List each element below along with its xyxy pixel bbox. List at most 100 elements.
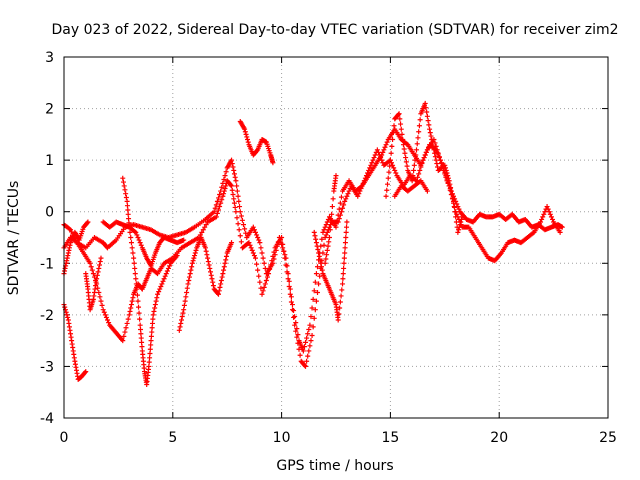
data-point xyxy=(230,164,236,170)
data-point xyxy=(251,253,257,259)
data-point xyxy=(220,193,226,199)
data-point xyxy=(341,265,347,271)
data-point xyxy=(210,283,216,289)
data-point xyxy=(345,191,351,197)
data-point xyxy=(456,227,462,233)
data-point xyxy=(159,281,165,287)
data-point xyxy=(430,143,436,149)
data-point xyxy=(239,217,245,223)
data-point xyxy=(125,211,131,217)
data-point xyxy=(424,109,430,115)
data-point xyxy=(400,137,406,143)
data-point xyxy=(139,344,145,350)
data-point xyxy=(313,271,319,277)
data-point xyxy=(218,200,224,206)
data-point xyxy=(208,269,214,275)
data-point xyxy=(124,203,130,209)
data-point xyxy=(106,320,112,326)
data-point xyxy=(547,211,553,217)
data-point xyxy=(291,314,297,320)
data-point xyxy=(131,255,137,261)
data-point xyxy=(400,142,406,148)
data-point xyxy=(130,250,136,256)
data-point xyxy=(190,258,196,264)
data-point xyxy=(211,209,217,215)
data-point xyxy=(127,229,133,235)
data-point xyxy=(260,288,266,294)
data-point xyxy=(384,139,390,145)
data-point xyxy=(90,271,96,277)
data-point xyxy=(383,193,389,199)
data-point xyxy=(258,245,264,251)
data-point xyxy=(342,250,348,256)
data-point xyxy=(398,121,404,127)
data-point xyxy=(398,126,404,132)
data-point xyxy=(223,253,229,259)
data-point xyxy=(422,152,428,158)
data-point xyxy=(136,310,142,316)
data-point xyxy=(424,147,430,153)
data-point xyxy=(82,369,88,375)
data-point xyxy=(295,332,301,338)
data-point xyxy=(337,212,343,218)
data-point xyxy=(546,209,552,215)
data-point xyxy=(235,193,241,199)
data-point xyxy=(315,247,321,253)
y-axis-label: SDTVAR / TECUs xyxy=(6,181,22,296)
data-point xyxy=(133,276,139,282)
data-point xyxy=(120,179,126,185)
data-point xyxy=(391,123,397,129)
data-point xyxy=(133,229,139,235)
data-point xyxy=(288,299,294,305)
data-point xyxy=(305,331,311,337)
data-point xyxy=(192,253,198,259)
data-point xyxy=(222,260,228,266)
series-track-g xyxy=(100,219,187,269)
data-point xyxy=(336,311,342,317)
data-point xyxy=(316,250,322,256)
data-point xyxy=(165,265,171,271)
data-point xyxy=(435,164,441,170)
data-point xyxy=(432,154,438,160)
data-point xyxy=(286,278,292,284)
data-point xyxy=(344,224,350,230)
data-point xyxy=(148,338,154,344)
data-point xyxy=(138,335,144,341)
data-point xyxy=(311,288,317,294)
data-point xyxy=(103,314,109,320)
y-tick-label: -4 xyxy=(40,411,54,427)
data-point xyxy=(62,304,68,310)
y-tick-label: 1 xyxy=(45,153,54,169)
data-point xyxy=(317,257,323,263)
data-point xyxy=(255,235,261,240)
data-point xyxy=(221,264,227,270)
data-point xyxy=(233,178,239,184)
data-point xyxy=(358,186,364,192)
x-tick-label: 10 xyxy=(273,430,291,446)
x-axis-label: GPS time / hours xyxy=(276,458,393,474)
data-point xyxy=(164,268,170,274)
data-point xyxy=(242,126,248,132)
series-track-f xyxy=(120,175,180,387)
data-point xyxy=(319,236,325,242)
data-point xyxy=(296,346,302,352)
data-point xyxy=(333,224,339,230)
data-point xyxy=(318,260,324,266)
data-point xyxy=(321,242,327,248)
data-point xyxy=(149,329,155,335)
data-point xyxy=(191,255,197,261)
data-point xyxy=(152,302,158,308)
data-point xyxy=(433,157,439,163)
data-point xyxy=(155,291,161,297)
data-point xyxy=(250,224,256,230)
data-point xyxy=(152,305,158,311)
data-point xyxy=(420,157,426,163)
data-point xyxy=(390,130,396,136)
data-point xyxy=(323,222,329,228)
data-point xyxy=(241,222,247,228)
data-point xyxy=(183,294,189,300)
data-point xyxy=(129,245,135,251)
data-point xyxy=(283,262,289,268)
data-point xyxy=(179,317,185,323)
